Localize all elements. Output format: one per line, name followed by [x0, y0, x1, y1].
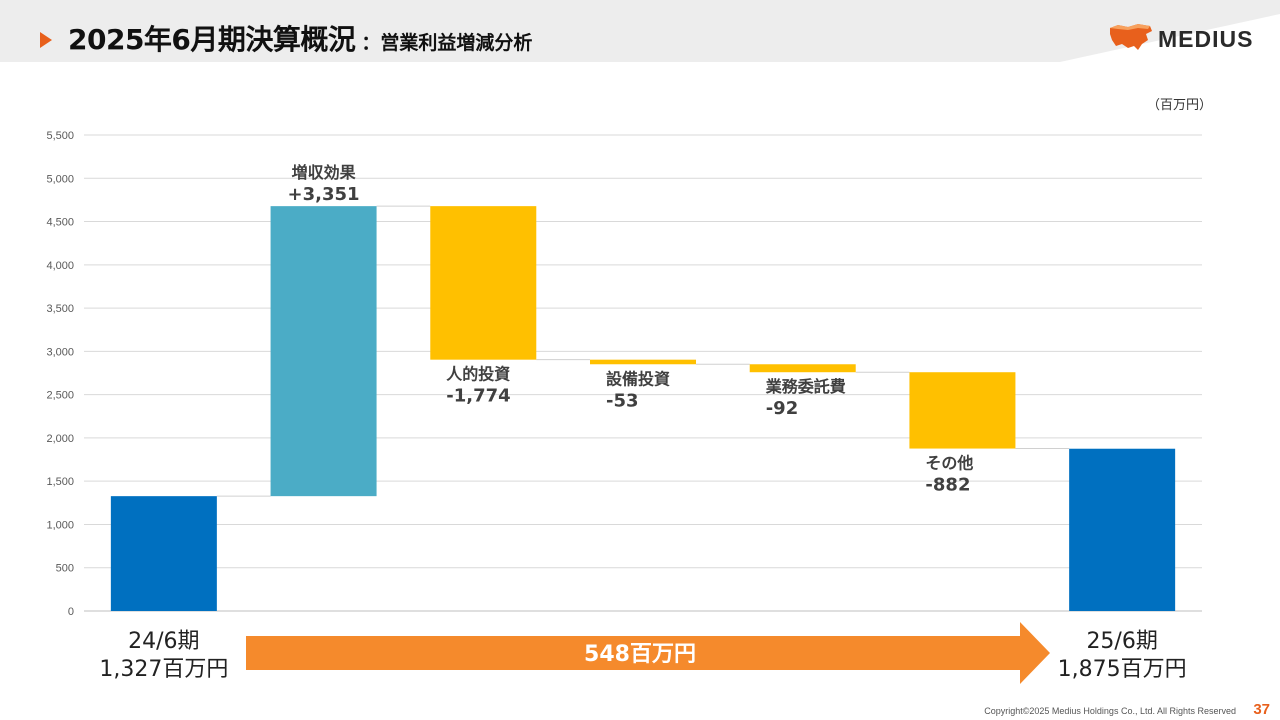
- medius-logo-icon: [1110, 24, 1152, 50]
- waterfall-bar: [110, 496, 217, 611]
- y-tick-label: 4,500: [46, 217, 74, 229]
- y-tick-label: 2,500: [46, 390, 74, 402]
- bar-label-name: 人的投資: [446, 365, 510, 384]
- page-title-main: 2025年6月期決算概況: [68, 23, 356, 56]
- y-tick-label: 3,500: [46, 303, 74, 315]
- copyright-text: Copyright©2025 Medius Holdings Co., Ltd.…: [984, 706, 1236, 716]
- bar-label-name: 増収効果: [292, 163, 356, 182]
- change-arrow: [246, 622, 1050, 684]
- y-tick-label: 1,000: [46, 519, 74, 531]
- page-number: 37: [1253, 701, 1270, 718]
- y-tick-label: 5,500: [46, 130, 74, 142]
- bar-label-name: その他: [925, 454, 973, 473]
- category-label: 1,327百万円: [99, 657, 228, 682]
- waterfall-bar: [590, 359, 696, 365]
- header-band-shape: [0, 0, 1280, 62]
- logo-text: MEDIUS: [1158, 26, 1254, 52]
- waterfall-bar: [270, 206, 377, 497]
- waterfall-bar: [749, 364, 856, 373]
- y-tick-label: 3,000: [46, 346, 74, 358]
- category-label: 25/6期: [1086, 629, 1157, 654]
- bar-label-value: -882: [925, 475, 970, 496]
- unit-label: （百万円）: [1146, 98, 1212, 113]
- page-title-sub: ：営業利益増減分析: [361, 32, 533, 54]
- waterfall-bar: [909, 372, 1016, 449]
- bar-label-value: -1,774: [446, 386, 510, 407]
- waterfall-bar: [1069, 448, 1176, 611]
- title-marker-icon: [40, 32, 52, 48]
- page-title: 2025年6月期決算概況 ：営業利益増減分析: [68, 18, 532, 58]
- waterfall-bar: [430, 206, 537, 360]
- y-tick-label: 1,500: [46, 476, 74, 488]
- bar-label-name: 設備投資: [606, 369, 670, 388]
- y-tick-label: 500: [56, 563, 74, 575]
- change-arrow-label: 548百万円: [584, 642, 696, 667]
- category-label: 24/6期: [128, 629, 199, 654]
- bar-label-value: -53: [606, 390, 639, 411]
- bar-label-name: 業務委託費: [765, 377, 846, 396]
- y-tick-label: 2,000: [46, 433, 74, 445]
- y-tick-label: 4,000: [46, 260, 74, 272]
- header-band: [0, 0, 1280, 62]
- bar-label-value: +3,351: [288, 184, 360, 205]
- bar-label-value: -92: [766, 398, 799, 419]
- y-tick-label: 5,000: [46, 173, 74, 185]
- y-tick-label: 0: [68, 606, 74, 618]
- category-label: 1,875百万円: [1058, 657, 1187, 682]
